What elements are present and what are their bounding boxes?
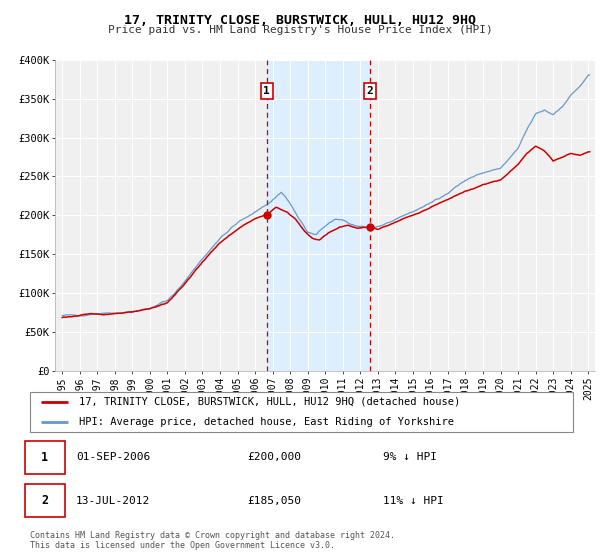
FancyBboxPatch shape bbox=[25, 484, 65, 517]
Text: HPI: Average price, detached house, East Riding of Yorkshire: HPI: Average price, detached house, East… bbox=[79, 417, 454, 427]
Text: 2: 2 bbox=[41, 494, 49, 507]
Text: Contains HM Land Registry data © Crown copyright and database right 2024.
This d: Contains HM Land Registry data © Crown c… bbox=[30, 530, 395, 550]
Bar bbox=[267, 60, 370, 371]
Text: 17, TRINITY CLOSE, BURSTWICK, HULL, HU12 9HQ (detached house): 17, TRINITY CLOSE, BURSTWICK, HULL, HU12… bbox=[79, 397, 460, 407]
Text: £200,000: £200,000 bbox=[247, 452, 301, 462]
Text: 01-SEP-2006: 01-SEP-2006 bbox=[76, 452, 151, 462]
Text: 2: 2 bbox=[367, 86, 373, 96]
Text: 11% ↓ HPI: 11% ↓ HPI bbox=[383, 496, 444, 506]
Text: 1: 1 bbox=[41, 451, 49, 464]
FancyBboxPatch shape bbox=[25, 441, 65, 474]
Text: 1: 1 bbox=[263, 86, 270, 96]
Text: 17, TRINITY CLOSE, BURSTWICK, HULL, HU12 9HQ: 17, TRINITY CLOSE, BURSTWICK, HULL, HU12… bbox=[124, 14, 476, 27]
FancyBboxPatch shape bbox=[30, 392, 573, 432]
Text: Price paid vs. HM Land Registry's House Price Index (HPI): Price paid vs. HM Land Registry's House … bbox=[107, 25, 493, 35]
Text: 13-JUL-2012: 13-JUL-2012 bbox=[76, 496, 151, 506]
Text: 9% ↓ HPI: 9% ↓ HPI bbox=[383, 452, 437, 462]
Text: £185,050: £185,050 bbox=[247, 496, 301, 506]
